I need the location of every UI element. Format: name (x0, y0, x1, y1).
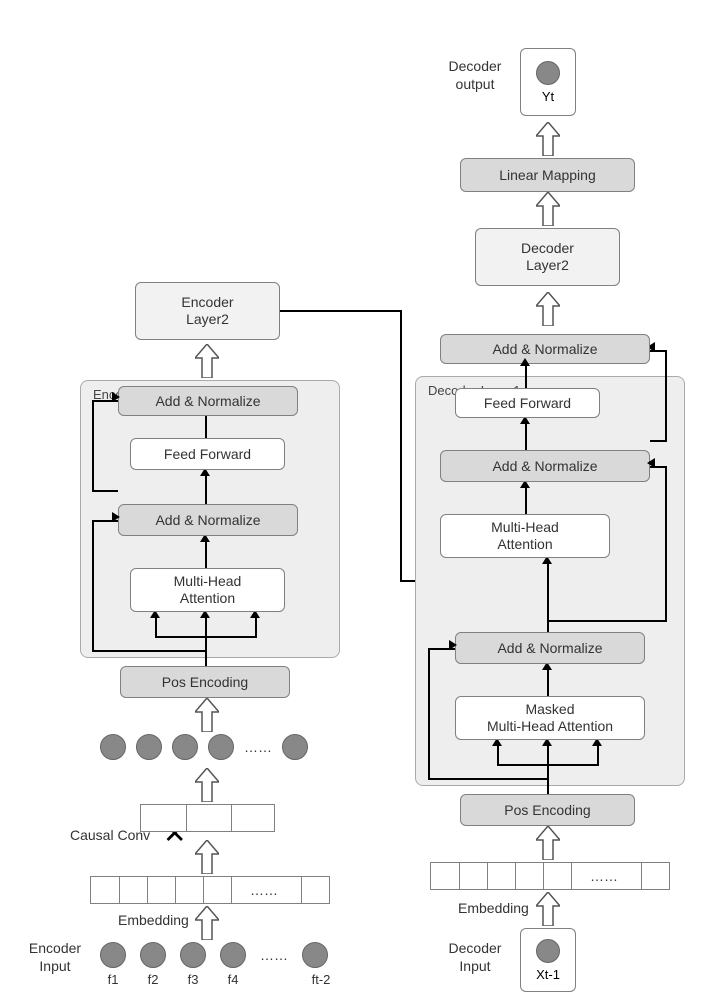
decoder-linear: Linear Mapping (460, 158, 635, 192)
arrow-enc-an1-ff (205, 474, 207, 504)
emb1-ellipsis: …… (250, 882, 278, 898)
res-dec3-h0 (650, 440, 665, 442)
decoder-addnorm3: Add & Normalize (440, 334, 650, 364)
decoder-addnorm1: Add & Normalize (455, 632, 645, 664)
arrow-enc-posenc (195, 698, 219, 732)
res-dec1-h (428, 778, 547, 780)
cross-v (400, 310, 402, 580)
res-enc2-v (92, 400, 94, 492)
arrow-dec-mmha-an1 (547, 668, 549, 696)
arrow-enc-in-r (255, 616, 257, 636)
arrow-dec-lin-out (536, 122, 560, 156)
encoder-input-dot-labels: f1 f2 f3 f4 ft-2 (100, 972, 334, 987)
arrow-enc-layer1-out (195, 344, 219, 378)
arrow-enc-ff-an2 (205, 414, 207, 438)
encoder-dots-ellipsis: …… (260, 947, 288, 963)
cross-h1 (280, 310, 400, 312)
arrow-enc-pos-in (205, 636, 207, 666)
arrow-dec-an2-ff (525, 422, 527, 450)
dec-emb-ellipsis: …… (590, 868, 618, 884)
arrow-enc-input-emb (195, 906, 219, 940)
arrow-dec-layer2-lin (536, 192, 560, 226)
decoder-output-box: Yt (520, 48, 576, 116)
res-enc2-h (92, 490, 118, 492)
decoder-embedding-label: Embedding (458, 900, 529, 916)
conv-dots-box (90, 728, 320, 766)
res-dec2-v (665, 466, 667, 622)
encoder-embedding-row2 (140, 804, 275, 832)
decoder-output-dot (536, 61, 560, 85)
dot-f3 (180, 942, 206, 968)
arrow-dec-ff-an3 (525, 364, 527, 388)
decoder-ff: Feed Forward (455, 388, 600, 418)
arrow-dec-pos-in (547, 764, 549, 794)
arrow-enc-mha-an1 (205, 540, 207, 568)
dot-f1 (100, 942, 126, 968)
decoder-input-dot (536, 939, 560, 963)
decoder-embedding-row (430, 862, 670, 890)
decoder-addnorm2: Add & Normalize (440, 450, 650, 482)
res-enc1-v (92, 520, 94, 650)
res-dec1-v (428, 648, 430, 778)
arrow-dec-layer1-out (536, 292, 560, 326)
dot-f4 (220, 942, 246, 968)
decoder-pos-encoding: Pos Encoding (460, 794, 635, 826)
causal-conv-label: Causal Conv (70, 827, 150, 843)
encoder-input-label: Encoder Input (20, 940, 90, 975)
arrow-dec-split-h (497, 764, 599, 766)
arrow-enc-causal (195, 840, 219, 874)
decoder-input-label: Decoder Input (440, 940, 510, 975)
encoder-layer2: Encoder Layer2 (135, 282, 280, 340)
dec-in-r (597, 744, 599, 764)
encoder-mha: Multi-Head Attention (130, 568, 285, 612)
arrow-enc-split-h (155, 636, 257, 638)
arrow-dec-emb-pos (536, 826, 560, 860)
arrow-dec-mha-an2 (525, 486, 527, 514)
encoder-addnorm1: Add & Normalize (118, 504, 298, 536)
dec-in-m (547, 744, 549, 764)
encoder-embedding-label: Embedding (118, 912, 189, 928)
decoder-layer2: Decoder Layer2 (475, 228, 620, 286)
arrow-dec-input-emb (536, 892, 560, 926)
res-dec3-v (665, 350, 667, 442)
decoder-output-label: Decoder output (440, 58, 510, 93)
encoder-embedding-row1 (90, 876, 330, 904)
encoder-ff: Feed Forward (130, 438, 285, 470)
arrow-enc-emb-dots (195, 768, 219, 802)
dot-ft2 (302, 942, 328, 968)
dec-in-l (497, 744, 499, 764)
arrow-enc-in-l (155, 616, 157, 636)
encoder-addnorm2: Add & Normalize (118, 386, 298, 416)
encoder-pos-encoding: Pos Encoding (120, 666, 290, 698)
decoder-mha: Multi-Head Attention (440, 514, 610, 558)
encoder-input-dots: …… (100, 942, 328, 968)
decoder-masked-mha: Masked Multi-Head Attention (455, 696, 645, 740)
dot-f2 (140, 942, 166, 968)
res-dec2-h0 (547, 620, 647, 622)
arrow-enc-in-m (205, 616, 207, 636)
res-enc1-h (92, 650, 205, 652)
res-dec2-h (645, 620, 667, 622)
decoder-input-box: Xt-1 (520, 928, 576, 992)
